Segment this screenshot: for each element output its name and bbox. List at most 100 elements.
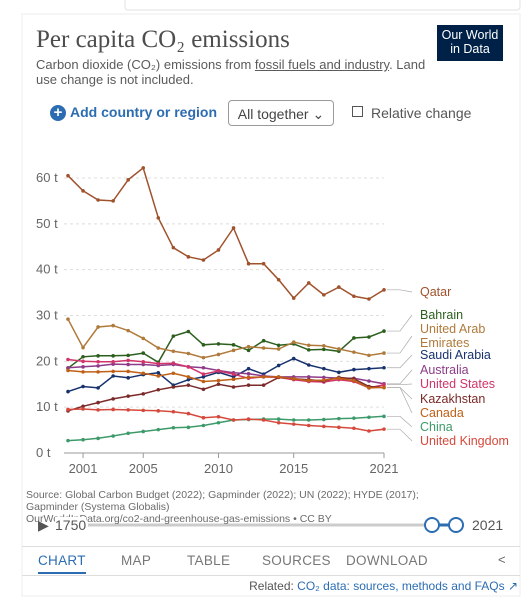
point bbox=[171, 371, 176, 376]
point bbox=[186, 425, 191, 430]
point bbox=[352, 367, 356, 372]
source-text: Source: Global Carbon Budget (2022); Gap… bbox=[26, 489, 419, 513]
point bbox=[141, 392, 146, 396]
point bbox=[156, 361, 161, 366]
legend-label[interactable]: Kazakhstan bbox=[420, 392, 486, 406]
label-connector bbox=[387, 387, 413, 414]
tab[interactable]: DOWNLOAD bbox=[346, 553, 428, 568]
tab[interactable]: CHART bbox=[38, 553, 86, 574]
legend-label[interactable]: United Kingdom bbox=[420, 434, 509, 448]
point bbox=[81, 370, 85, 374]
legend-label[interactable]: United States bbox=[420, 377, 496, 391]
tab[interactable]: TABLE bbox=[187, 553, 231, 568]
point bbox=[141, 429, 146, 434]
point bbox=[201, 355, 206, 360]
logo-text: in Data bbox=[450, 42, 490, 56]
point bbox=[367, 297, 371, 301]
point bbox=[201, 379, 206, 384]
point bbox=[156, 346, 161, 350]
share-button[interactable]: < bbox=[498, 552, 506, 567]
related-link[interactable]: CO₂ data: sources, methods and FAQs bbox=[297, 579, 505, 593]
point bbox=[171, 361, 176, 365]
point bbox=[246, 348, 251, 353]
related: Related: CO₂ data: sources, methods and … bbox=[249, 579, 518, 593]
point bbox=[382, 427, 386, 431]
relative-checkbox[interactable]: Relative change bbox=[352, 105, 471, 121]
point bbox=[66, 357, 70, 362]
point bbox=[291, 422, 296, 426]
point bbox=[96, 436, 100, 441]
source-url[interactable]: OurWorldInData.org/co2-and-greenhouse-ga… bbox=[26, 513, 332, 525]
y-tick-label: 40 t bbox=[36, 262, 58, 277]
point bbox=[382, 288, 386, 292]
legend-label[interactable]: United Arab Emirates bbox=[420, 322, 486, 350]
point bbox=[322, 378, 326, 382]
legend-label[interactable]: China bbox=[420, 420, 453, 434]
tab[interactable]: SOURCES bbox=[262, 553, 331, 568]
point bbox=[276, 375, 281, 379]
point bbox=[261, 418, 266, 422]
series-line bbox=[67, 318, 385, 359]
point bbox=[126, 408, 130, 412]
point bbox=[81, 404, 85, 409]
point bbox=[66, 365, 70, 370]
point bbox=[126, 358, 130, 363]
series-line bbox=[67, 330, 385, 369]
point bbox=[126, 394, 130, 398]
legend-label[interactable]: Canada bbox=[420, 406, 464, 420]
play-button[interactable]: ▶ bbox=[38, 517, 49, 533]
timeline-start: 1750 bbox=[55, 517, 87, 533]
point bbox=[111, 397, 115, 401]
subtitle-link[interactable]: fossil fuels and industry bbox=[254, 57, 390, 72]
y-tick-label: 60 t bbox=[36, 170, 58, 185]
point bbox=[171, 245, 176, 250]
point bbox=[337, 370, 341, 375]
y-tick-label: 50 t bbox=[36, 216, 58, 231]
point bbox=[322, 424, 326, 429]
point bbox=[81, 437, 85, 442]
logo-text: Our World bbox=[441, 28, 499, 42]
point bbox=[81, 345, 85, 350]
logo[interactable]: Our World in Data bbox=[437, 25, 503, 61]
point bbox=[382, 365, 386, 370]
point bbox=[186, 351, 191, 356]
point bbox=[231, 418, 236, 422]
point bbox=[216, 342, 221, 346]
point bbox=[141, 351, 146, 355]
point bbox=[306, 418, 311, 422]
point bbox=[306, 348, 311, 352]
point bbox=[246, 417, 251, 421]
x-tick-label: 2001 bbox=[69, 461, 98, 476]
point bbox=[306, 343, 311, 348]
series-line bbox=[67, 369, 385, 389]
point bbox=[337, 425, 341, 430]
x-tick-label: 2005 bbox=[129, 461, 158, 476]
legend-label[interactable]: Saudi Arabia bbox=[420, 348, 491, 362]
point bbox=[322, 293, 326, 297]
point bbox=[201, 423, 206, 428]
point bbox=[201, 375, 206, 379]
relative-label: Relative change bbox=[371, 105, 472, 121]
point bbox=[216, 378, 221, 383]
point bbox=[141, 166, 146, 170]
point bbox=[352, 416, 356, 420]
related-label: Related: bbox=[249, 579, 294, 593]
legend-label[interactable]: Bahrain bbox=[420, 308, 464, 322]
legend-label[interactable]: Australia bbox=[420, 363, 469, 377]
point bbox=[261, 383, 266, 387]
mode-dropdown[interactable]: All together ⌄ bbox=[228, 100, 334, 126]
chevron: ⌄ bbox=[312, 106, 325, 122]
add-button[interactable]: + Add country or region bbox=[50, 104, 217, 121]
point bbox=[382, 385, 386, 390]
point bbox=[352, 378, 356, 383]
series-line bbox=[67, 376, 385, 412]
point bbox=[81, 384, 85, 389]
point bbox=[261, 338, 266, 343]
point bbox=[261, 261, 266, 266]
point bbox=[81, 354, 85, 359]
point bbox=[186, 411, 191, 416]
legend-label[interactable]: Qatar bbox=[420, 285, 452, 299]
point bbox=[81, 189, 85, 193]
tab[interactable]: MAP bbox=[121, 553, 152, 568]
